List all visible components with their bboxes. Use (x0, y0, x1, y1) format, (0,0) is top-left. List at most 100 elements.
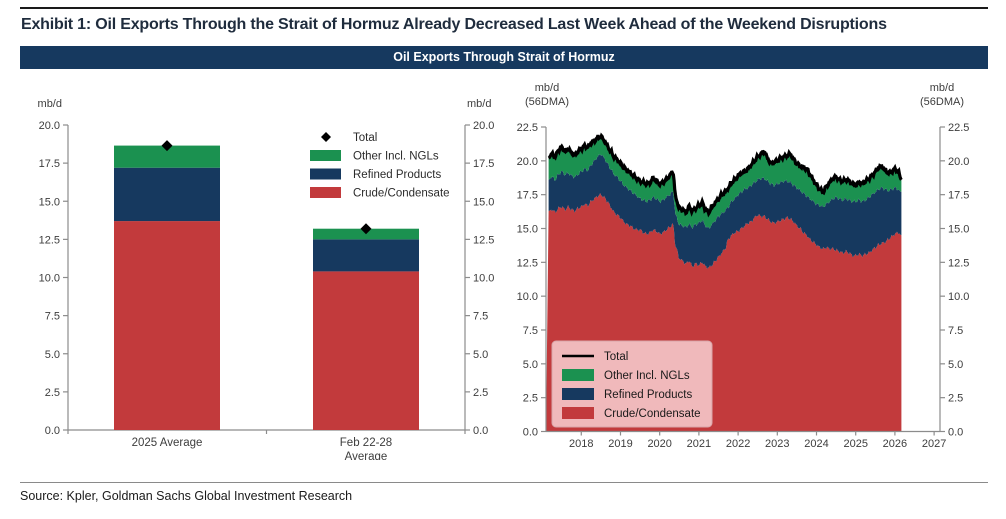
svg-text:0.0: 0.0 (473, 425, 488, 437)
svg-text:2021: 2021 (687, 438, 711, 450)
svg-text:Feb 22-28: Feb 22-28 (340, 437, 392, 449)
area-chart-svg: 0.0 0.0 2.5 2.5 5.0 5.0 7.5 7.5 10.0 10.0 12.5 12.5… (517, 82, 970, 450)
source-text: Source: Kpler, Goldman Sachs Global Inve… (20, 489, 353, 503)
exhibit-title: Exhibit 1: Oil Exports Through the Strai… (21, 16, 887, 33)
bar-x-labels: 2025 Average Feb 22-28 Average (132, 437, 393, 463)
area-x-ticks: 2018 2019 2020 2021 2022 2023 2024 2025 2026 2027 (569, 431, 946, 450)
svg-text:20.0: 20.0 (517, 156, 538, 168)
chart-header-bar: Oil Exports Through Strait of Hormuz (20, 46, 988, 69)
bar-chart-container: 0.0 0.0 2.5 2.5 5.0 5.0 7.5 7.5 10.0 10.0 12.5 12.5… (20, 75, 495, 465)
svg-text:2025 Average: 2025 Average (132, 437, 203, 449)
svg-text:12.5: 12.5 (473, 234, 494, 246)
svg-text:Refined Products: Refined Products (353, 169, 441, 181)
svg-text:0.0: 0.0 (523, 427, 538, 439)
svg-text:10.0: 10.0 (473, 273, 494, 285)
svg-text:2.5: 2.5 (523, 393, 538, 405)
top-divider (20, 7, 988, 9)
bar-y-ticks: 0.0 0.0 2.5 2.5 5.0 5.0 7.5 7.5 10.0 10.0 12.5 12.5… (39, 120, 495, 437)
svg-text:2.5: 2.5 (948, 393, 963, 405)
total-diamond-marker (360, 223, 372, 235)
svg-text:7.5: 7.5 (523, 325, 538, 337)
svg-text:12.5: 12.5 (948, 257, 969, 269)
svg-text:22.5: 22.5 (948, 122, 969, 134)
area-y-ticks: 0.0 0.0 2.5 2.5 5.0 5.0 7.5 7.5 10.0 10.0 12.5 12.5… (517, 122, 970, 439)
bar-segment-red (114, 221, 220, 430)
svg-text:2025: 2025 (843, 438, 867, 450)
svg-text:15.0: 15.0 (948, 224, 969, 236)
area-chart-container: 0.0 0.0 2.5 2.5 5.0 5.0 7.5 7.5 10.0 10.0 12.5 12.5… (495, 75, 985, 465)
area-ylabel-left: (56DMA) (525, 96, 569, 108)
svg-text:2019: 2019 (608, 438, 632, 450)
svg-text:20.0: 20.0 (473, 120, 494, 132)
svg-text:17.5: 17.5 (948, 190, 969, 202)
svg-text:0.0: 0.0 (948, 427, 963, 439)
svg-text:2.5: 2.5 (473, 387, 488, 399)
svg-text:Crude/Condensate: Crude/Condensate (604, 408, 701, 420)
svg-text:2022: 2022 (726, 438, 750, 450)
svg-text:10.0: 10.0 (948, 291, 969, 303)
legend-swatch-green (562, 369, 594, 381)
area-legend-box (551, 340, 713, 428)
bar-segment-navy (114, 167, 220, 222)
legend-swatch-red (310, 187, 341, 198)
bar-ylabel-left: mb/d (38, 98, 62, 110)
svg-text:2023: 2023 (765, 438, 789, 450)
legend-swatch-green (310, 150, 341, 161)
svg-text:22.5: 22.5 (517, 122, 538, 134)
svg-text:17.5: 17.5 (517, 190, 538, 202)
bottom-divider (20, 482, 988, 483)
area-legend: Total Other Incl. NGLs Refined Products Cru… (551, 340, 713, 428)
svg-text:5.0: 5.0 (45, 349, 60, 361)
svg-text:12.5: 12.5 (39, 234, 60, 246)
svg-text:Average: Average (345, 451, 388, 460)
svg-text:7.5: 7.5 (473, 311, 488, 323)
area-ylabel-right: mb/d (930, 82, 954, 94)
svg-text:Other Incl. NGLs: Other Incl. NGLs (353, 151, 439, 163)
svg-text:Refined Products: Refined Products (604, 389, 692, 401)
legend-swatch-navy (310, 168, 341, 180)
svg-text:10.0: 10.0 (39, 273, 60, 285)
area-ylabel-right: (56DMA) (920, 96, 964, 108)
svg-text:15.0: 15.0 (517, 224, 538, 236)
svg-text:15.0: 15.0 (39, 196, 60, 208)
svg-text:5.0: 5.0 (523, 359, 538, 371)
bar-chart-svg: 0.0 0.0 2.5 2.5 5.0 5.0 7.5 7.5 10.0 10.0 12.5 12.5… (38, 98, 495, 463)
bar-ylabel-right: mb/d (467, 98, 491, 110)
svg-text:20.0: 20.0 (39, 120, 60, 132)
svg-text:2027: 2027 (922, 438, 946, 450)
legend-swatch-red (562, 407, 594, 419)
bar-segment-green (114, 145, 220, 168)
legend-swatch-navy (562, 388, 594, 400)
svg-text:2020: 2020 (647, 438, 671, 450)
area-axes (545, 127, 941, 433)
bar-segment-red (313, 271, 419, 430)
area-ylabel-left: mb/d (535, 82, 559, 94)
svg-text:20.0: 20.0 (948, 156, 969, 168)
svg-text:Total: Total (604, 351, 628, 363)
svg-text:15.0: 15.0 (473, 196, 494, 208)
svg-text:0.0: 0.0 (45, 425, 60, 437)
svg-text:10.0: 10.0 (517, 291, 538, 303)
bar-segment-navy (313, 239, 419, 272)
svg-text:7.5: 7.5 (948, 325, 963, 337)
svg-text:Other Incl. NGLs: Other Incl. NGLs (604, 370, 690, 382)
total-line (547, 132, 903, 218)
svg-text:Crude/Condensate: Crude/Condensate (353, 188, 450, 200)
svg-text:Total: Total (353, 132, 377, 144)
svg-text:12.5: 12.5 (517, 257, 538, 269)
svg-text:7.5: 7.5 (45, 311, 60, 323)
svg-text:2018: 2018 (569, 438, 593, 450)
svg-text:2024: 2024 (804, 438, 828, 450)
svg-text:17.5: 17.5 (39, 158, 60, 170)
area-refined-products (548, 154, 902, 269)
svg-text:5.0: 5.0 (948, 359, 963, 371)
bar-legend: Total Other Incl. NGLs Refined Products Cru… (310, 132, 450, 200)
svg-text:2026: 2026 (883, 438, 907, 450)
svg-text:5.0: 5.0 (473, 349, 488, 361)
svg-text:2.5: 2.5 (45, 387, 60, 399)
total-diamond-marker (161, 140, 173, 152)
svg-text:17.5: 17.5 (473, 158, 494, 170)
legend-diamond-icon (321, 132, 331, 142)
bar-series (114, 140, 419, 430)
